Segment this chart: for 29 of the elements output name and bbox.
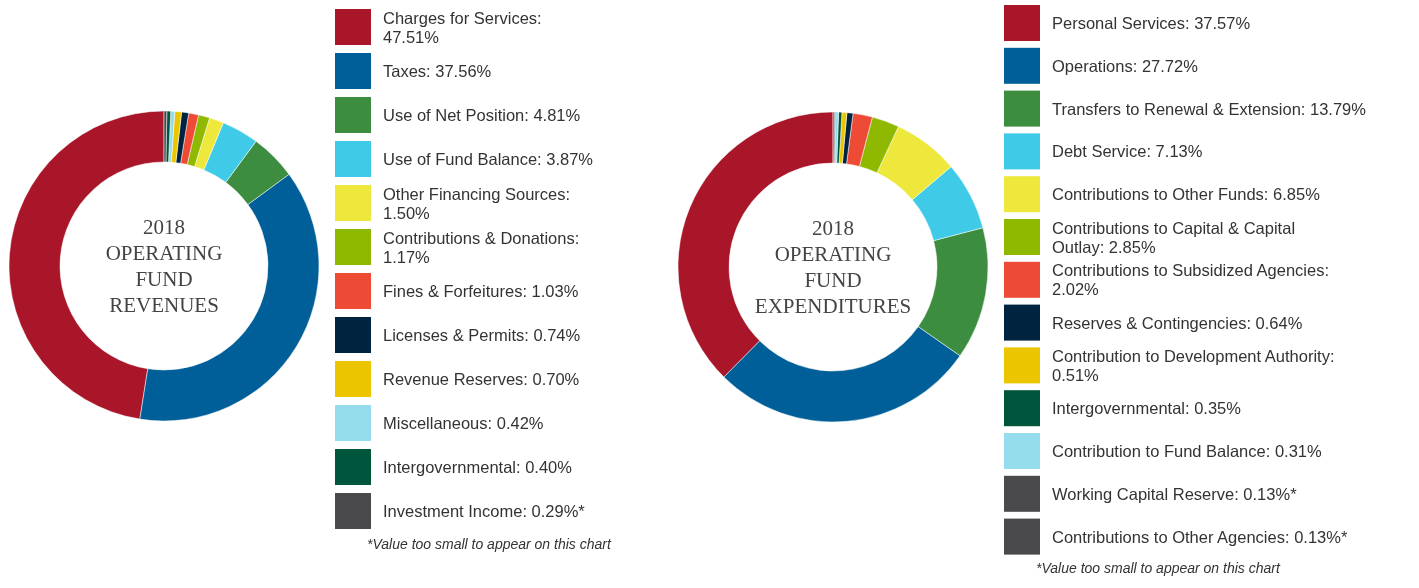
legend-label: Contribution to Development Authority: 0.51% [1052, 346, 1335, 384]
legend-label: Personal Services: 37.57% [1052, 14, 1251, 32]
legend-label: Contributions to Other Funds: 6.85% [1052, 185, 1321, 204]
legend-label: Contributions to Subsidized Agencies: 2.02% [1052, 261, 1330, 299]
legend-label: Taxes: 37.56% [383, 62, 492, 80]
legend-label: Other Financing Sources: 1.50% [383, 184, 571, 222]
legend-label: Contributions to Other Agencies: 0.13%* [1052, 527, 1348, 546]
text: *Value too small to appear on this chart [1036, 560, 1281, 577]
legend-label: Contributions & Donations: 1.17% [383, 228, 580, 266]
text: 2018 OPERATING FUND EXPENDITURES [754, 216, 912, 318]
legend-label: Charges for Services: 47.51% [383, 8, 542, 46]
legend-label: Reserves & Contingencies: 0.64% [1052, 313, 1303, 332]
text: *Value too small to appear on this chart [367, 536, 612, 552]
legend-label: Transfers to Renewal & Extension: 13.79% [1052, 99, 1367, 118]
legend-label: Revenue Reserves: 0.70% [383, 370, 580, 388]
legend-label: Intergovernmental: 0.40% [383, 458, 573, 476]
legend-label: Use of Net Position: 4.81% [383, 106, 581, 124]
legend-label: Contribution to Fund Balance: 0.31% [1052, 442, 1322, 460]
legend-label: Contributions to Capital & Capital Outlay: 2.85% [1052, 218, 1296, 256]
legend-label: Use of Fund Balance: 3.87% [383, 150, 594, 168]
text: 2018 OPERATING FUND REVENUES [105, 215, 223, 317]
legend-label: Operations: 27.72% [1052, 56, 1199, 75]
legend-label: Working Capital Reserve: 0.13%* [1052, 484, 1298, 503]
legend-label: Miscellaneous: 0.42% [383, 414, 544, 432]
legend-label: Investment Income: 0.29%* [383, 502, 586, 520]
legend-label: Fines & Forfeitures: 1.03% [383, 282, 579, 300]
legend-label: Licenses & Permits: 0.74% [383, 326, 581, 344]
legend-label: Intergovernmental: 0.35% [1052, 399, 1242, 418]
legend-label: Debt Service: 7.13% [1052, 142, 1203, 161]
